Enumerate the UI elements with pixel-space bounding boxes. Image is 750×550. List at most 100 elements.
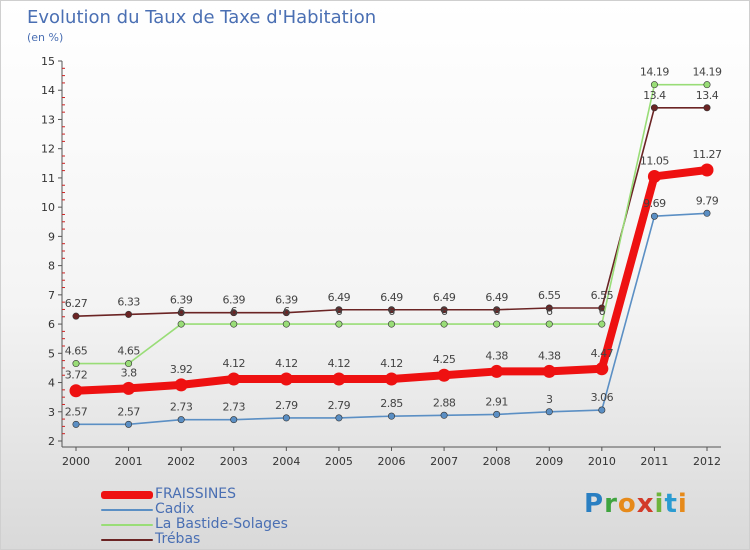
- data-point: [385, 372, 398, 386]
- data-label: 2.57: [117, 405, 140, 418]
- x-tick-label: 2003: [220, 455, 248, 468]
- data-label: 6: [599, 305, 606, 318]
- data-point: [440, 320, 448, 328]
- legend-label: Cadix: [155, 501, 195, 517]
- legend-swatch: [101, 508, 153, 511]
- y-tick-label: 6: [48, 318, 55, 331]
- y-tick-label: 4: [48, 377, 55, 390]
- data-point: [598, 320, 606, 328]
- data-point: [703, 209, 711, 217]
- data-label: 4.12: [328, 357, 351, 370]
- data-label: 6: [546, 305, 553, 318]
- data-label: 6.55: [538, 289, 561, 302]
- data-point: [72, 420, 80, 428]
- data-point: [650, 212, 658, 220]
- data-label: 6: [178, 305, 185, 318]
- data-point: [703, 104, 711, 112]
- y-tick-label: 14: [41, 84, 55, 97]
- y-tick-label: 12: [41, 143, 55, 156]
- y-tick-label: 5: [48, 347, 55, 360]
- data-point: [703, 81, 711, 89]
- data-point: [700, 163, 714, 177]
- data-point: [650, 104, 658, 112]
- data-label: 6: [231, 305, 238, 318]
- data-point: [598, 406, 606, 414]
- y-tick-label: 2: [48, 435, 55, 448]
- data-point: [493, 410, 501, 418]
- data-label: 4.38: [485, 349, 508, 362]
- data-point: [335, 306, 343, 314]
- data-label: 6: [388, 305, 395, 318]
- chart-legend: FRAISSINES Cadix La Bastide-Solages Trébas: [101, 487, 288, 547]
- data-label: 13.4: [643, 89, 666, 102]
- data-label: 6: [441, 305, 448, 318]
- data-point: [335, 414, 343, 422]
- legend-item: La Bastide-Solages: [101, 517, 288, 532]
- data-point: [125, 420, 133, 428]
- data-point: [332, 372, 346, 386]
- data-label: 2.73: [170, 401, 193, 414]
- data-point: [227, 372, 241, 386]
- data-point: [279, 372, 293, 386]
- data-label: 3: [546, 393, 553, 406]
- x-tick-label: 2006: [378, 455, 406, 468]
- data-point: [174, 378, 188, 392]
- data-point: [493, 306, 501, 314]
- x-tick-label: 2000: [62, 455, 90, 468]
- x-tick-label: 2002: [167, 455, 195, 468]
- data-point: [282, 309, 290, 317]
- data-label: 9.79: [696, 194, 719, 207]
- legend-swatch: [101, 523, 153, 526]
- legend-label: La Bastide-Solages: [155, 516, 288, 532]
- data-point: [177, 309, 185, 317]
- data-label: 4.12: [275, 357, 298, 370]
- legend-label: Trébas: [155, 531, 201, 547]
- legend-item: FRAISSINES: [101, 487, 288, 502]
- legend-item: Trébas: [101, 532, 288, 547]
- data-point: [650, 81, 658, 89]
- data-label: 14.19: [693, 66, 722, 79]
- data-label: 6.33: [117, 295, 140, 308]
- data-point: [282, 414, 290, 422]
- x-tick-label: 2004: [272, 455, 300, 468]
- data-point: [125, 310, 133, 318]
- y-tick-label: 15: [41, 55, 55, 68]
- data-label: 2.73: [223, 401, 246, 414]
- data-point: [490, 364, 504, 378]
- x-tick-label: 2008: [483, 455, 511, 468]
- data-label: 6.49: [380, 291, 403, 304]
- y-tick-label: 9: [48, 230, 55, 243]
- data-point: [440, 411, 448, 419]
- chart-subtitle: (en %): [27, 31, 64, 44]
- data-label: 6.27: [65, 297, 88, 310]
- data-label: 2.79: [328, 399, 351, 412]
- x-tick-label: 2005: [325, 455, 353, 468]
- data-point: [122, 381, 136, 395]
- y-tick-label: 13: [41, 113, 55, 126]
- x-tick-label: 2011: [640, 455, 668, 468]
- data-point: [545, 320, 553, 328]
- data-label: 2.85: [380, 397, 403, 410]
- data-label: 4.65: [65, 345, 88, 358]
- data-point: [230, 320, 238, 328]
- data-label: 6.39: [170, 294, 193, 307]
- y-tick-label: 10: [41, 201, 55, 214]
- data-point: [437, 368, 451, 382]
- data-label: 3.06: [591, 391, 614, 404]
- data-label: 6.49: [328, 291, 351, 304]
- data-label: 3.8: [121, 366, 137, 379]
- legend-label: FRAISSINES: [155, 486, 237, 502]
- x-tick-label: 2007: [430, 455, 458, 468]
- data-point: [335, 320, 343, 328]
- data-point: [545, 304, 553, 312]
- series-line: [75, 106, 708, 317]
- legend-item: Cadix: [101, 502, 288, 517]
- data-label: 13.4: [696, 89, 719, 102]
- data-label: 6.49: [433, 291, 456, 304]
- data-label: 11.05: [640, 154, 669, 167]
- data-point: [387, 306, 395, 314]
- data-label: 6.49: [485, 291, 508, 304]
- data-label: 4.12: [223, 357, 246, 370]
- y-tick-label: 3: [48, 406, 55, 419]
